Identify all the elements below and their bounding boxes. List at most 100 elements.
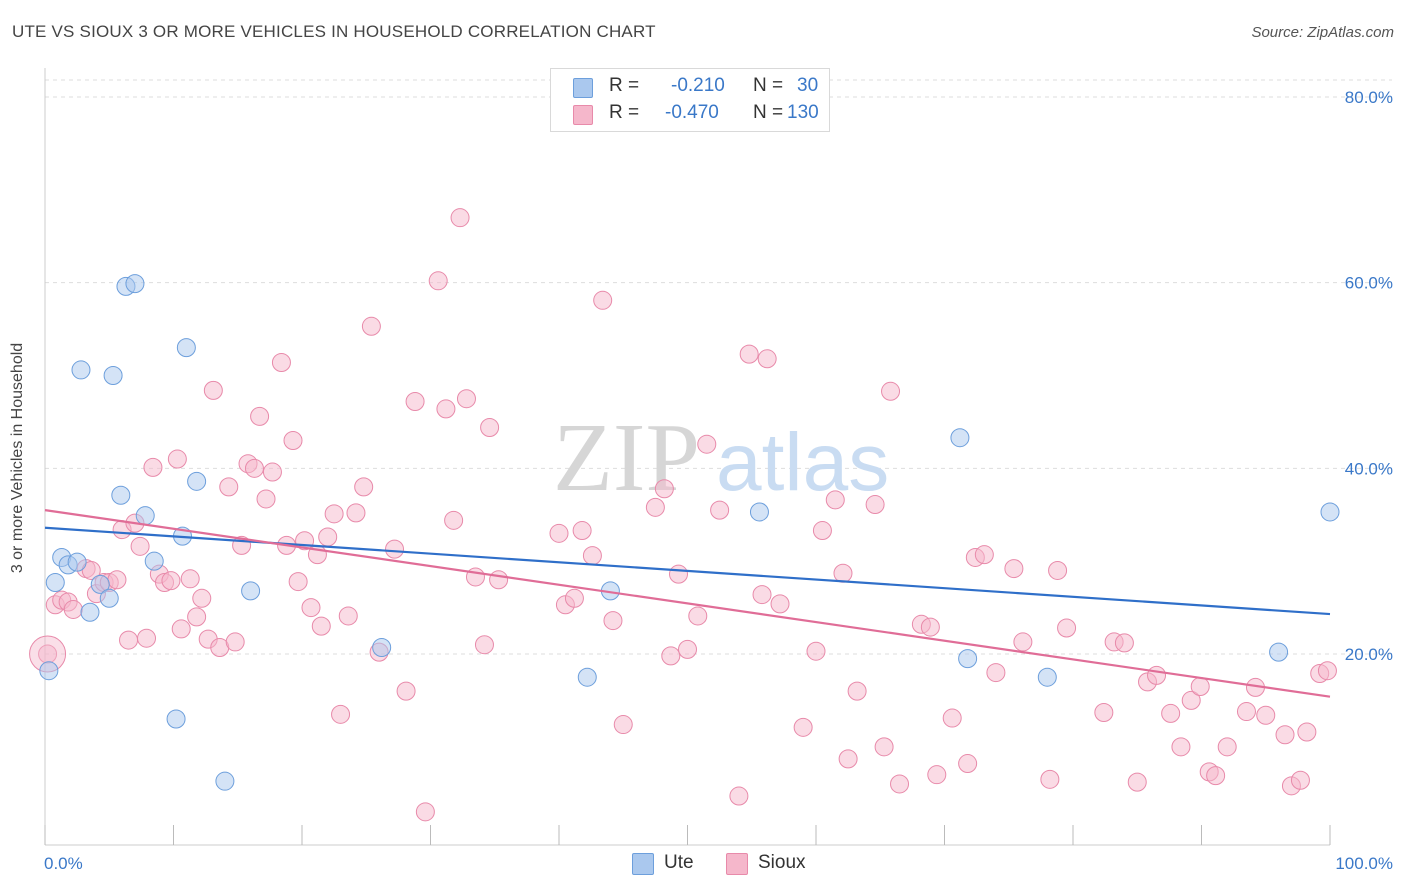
sioux-point xyxy=(942,708,962,728)
sioux-point xyxy=(806,641,826,661)
trend-lines xyxy=(44,509,1331,698)
sioux-point xyxy=(203,380,223,400)
sioux-point xyxy=(271,353,291,373)
sioux-point xyxy=(130,536,150,556)
sioux-point xyxy=(428,271,448,291)
sioux-points xyxy=(29,208,1337,822)
sioux-point xyxy=(847,681,867,701)
sioux-point xyxy=(1190,676,1210,696)
sioux-point xyxy=(825,490,845,510)
sioux-point xyxy=(244,458,264,478)
sioux-point xyxy=(288,572,308,592)
sioux-point xyxy=(318,527,338,547)
ute-point xyxy=(1320,502,1340,522)
sioux-point xyxy=(1317,661,1337,681)
sioux-point xyxy=(572,521,592,541)
sioux-point xyxy=(225,632,245,652)
ute-point xyxy=(111,485,131,505)
sioux-point xyxy=(415,802,435,822)
bottom-sioux-label: Sioux xyxy=(758,852,806,873)
watermark-zip: ZIP xyxy=(553,404,700,512)
sioux-point xyxy=(549,523,569,543)
ute-point xyxy=(1037,667,1057,687)
sioux-point xyxy=(669,564,689,584)
sioux-point xyxy=(593,290,613,310)
sioux-point xyxy=(338,606,358,626)
sioux-point xyxy=(927,765,947,785)
sioux-point xyxy=(250,406,270,426)
sioux-point xyxy=(161,571,181,591)
sioux-point xyxy=(436,399,456,419)
sioux-point xyxy=(396,681,416,701)
sioux-point xyxy=(1256,705,1276,725)
ute-r-value: -0.210 xyxy=(671,75,725,96)
sioux-point xyxy=(838,749,858,769)
sioux-point xyxy=(874,737,894,757)
sioux-n-label: N = xyxy=(753,102,784,123)
sioux-point xyxy=(474,635,494,655)
sioux-point xyxy=(167,449,187,469)
sioux-point xyxy=(1004,559,1024,579)
sioux-point xyxy=(812,521,832,541)
sioux-point xyxy=(301,598,321,618)
sioux-point xyxy=(456,389,476,409)
sioux-point xyxy=(833,563,853,583)
ute-point xyxy=(372,638,392,658)
ute-point xyxy=(577,667,597,687)
ute-point xyxy=(125,274,145,294)
sioux-point xyxy=(180,569,200,589)
sioux-point xyxy=(1171,737,1191,757)
sioux-point xyxy=(739,344,759,364)
sioux-point xyxy=(385,539,405,559)
sioux-point xyxy=(770,594,790,614)
sioux-point xyxy=(757,349,777,369)
sioux-point xyxy=(865,495,885,515)
bottom-sioux-swatch xyxy=(726,853,748,875)
ute-point xyxy=(103,366,123,385)
sioux-point xyxy=(489,570,509,590)
sioux-point xyxy=(654,479,674,499)
ute-n-label: N = xyxy=(753,75,784,96)
ute-point xyxy=(958,649,978,669)
sioux-point xyxy=(171,619,191,639)
ute-point xyxy=(71,360,91,380)
sioux-point xyxy=(1057,618,1077,638)
watermark: ZIP atlas xyxy=(553,404,889,512)
ute-point xyxy=(90,574,110,594)
sioux-point xyxy=(564,588,584,608)
ute-point xyxy=(241,581,261,601)
y-tick-label: 40.0% xyxy=(1345,459,1393,478)
sioux-point xyxy=(1147,665,1167,685)
ute-point xyxy=(176,338,196,358)
sioux-point xyxy=(81,560,101,580)
sioux-point xyxy=(1161,703,1181,723)
sioux-point xyxy=(793,717,813,737)
sioux-point xyxy=(1181,690,1201,710)
y-tick-label: 60.0% xyxy=(1345,274,1393,293)
sioux-point xyxy=(324,504,344,524)
chart-title: UTE VS SIOUX 3 OR MORE VEHICLES IN HOUSE… xyxy=(12,22,656,41)
y-tick-label: 80.0% xyxy=(1345,88,1393,107)
sioux-point xyxy=(187,607,207,627)
sioux-point xyxy=(582,546,602,566)
ute-swatch xyxy=(573,78,593,98)
ute-point xyxy=(135,506,155,526)
sioux-point xyxy=(1127,772,1147,792)
stats-legend: R = -0.210 N = 30 R = -0.470 N = 130 xyxy=(550,68,830,132)
ute-point xyxy=(166,709,186,729)
sioux-swatch xyxy=(573,105,593,125)
sioux-point xyxy=(986,663,1006,683)
sioux-r-label: R = xyxy=(609,102,640,123)
tick-labels: 20.0% 40.0% 60.0% 80.0% 0.0% 100.0% xyxy=(44,88,1393,873)
sioux-point xyxy=(137,628,157,648)
sioux-point xyxy=(354,477,374,497)
sioux-point xyxy=(645,497,665,517)
sioux-point xyxy=(1048,560,1068,580)
sioux-point xyxy=(361,316,381,336)
sioux-point xyxy=(1275,725,1295,745)
sioux-point xyxy=(1114,633,1134,653)
x-tick-label-max: 100.0% xyxy=(1335,854,1393,873)
y-tick-label: 20.0% xyxy=(1345,645,1393,664)
sioux-point xyxy=(710,500,730,520)
